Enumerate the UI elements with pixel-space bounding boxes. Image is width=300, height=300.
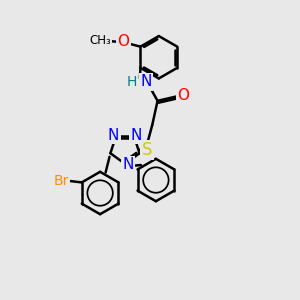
Text: H: H	[127, 75, 137, 89]
Text: N: N	[122, 157, 134, 172]
Text: N: N	[108, 128, 119, 143]
Text: CH₃: CH₃	[89, 34, 111, 47]
Text: S: S	[142, 141, 152, 159]
Text: Br: Br	[53, 174, 69, 188]
Text: N: N	[140, 74, 152, 89]
Text: N: N	[130, 128, 142, 143]
Text: O: O	[177, 88, 189, 103]
Text: O: O	[117, 34, 129, 49]
